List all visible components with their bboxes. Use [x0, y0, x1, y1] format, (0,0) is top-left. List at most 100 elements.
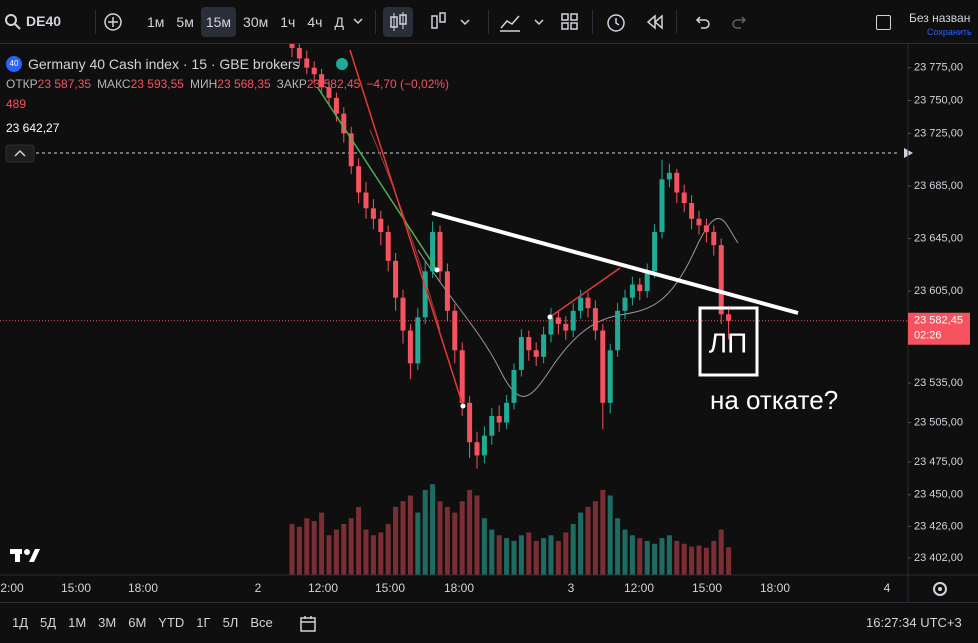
- volume-bar: [637, 538, 643, 575]
- indicators-icon[interactable]: [428, 10, 478, 34]
- volume-bar: [548, 535, 554, 575]
- layout-icon[interactable]: [560, 12, 580, 32]
- ohlc-row: ОТКР23 587,35 МАКС23 593,55 МИН23 568,35 ЗА…: [6, 74, 449, 94]
- volume-bar: [696, 545, 702, 575]
- alert-icon[interactable]: [605, 11, 627, 33]
- compare-icon[interactable]: [498, 10, 548, 34]
- legend-title[interactable]: Germany 40 Cash index · 15 · GBE brokers: [28, 56, 300, 72]
- layout-name[interactable]: Без назван: [909, 11, 971, 25]
- range-button[interactable]: YTD: [158, 615, 185, 630]
- range-button[interactable]: 1М: [68, 615, 87, 630]
- candle-body: [526, 337, 532, 351]
- candle-body: [385, 231, 391, 261]
- y-tick-label: 23 725,00: [914, 127, 963, 139]
- range-button[interactable]: Все: [250, 615, 273, 630]
- redo-icon[interactable]: [730, 13, 750, 31]
- y-tick-label: 23 775,00: [914, 62, 963, 74]
- volume-bar: [504, 538, 510, 575]
- volume-bar: [541, 538, 547, 575]
- x-tick-label: 3: [568, 581, 575, 595]
- volume-bar: [304, 518, 310, 575]
- drawing-point: [547, 314, 553, 320]
- range-button[interactable]: 5Д: [40, 615, 57, 630]
- clock: 16:27:34 UTC+3: [866, 615, 962, 630]
- y-tick-label: 23 535,00: [914, 377, 963, 389]
- candle-body: [726, 314, 732, 321]
- volume-bar: [474, 495, 480, 575]
- x-tick-label: 12:00: [624, 581, 654, 595]
- price-axis: 23 775,00 23 750,00 23 725,00 23 685,00 23 6…: [908, 62, 970, 564]
- trend-line[interactable]: [431, 211, 799, 315]
- y-tick-label: 23 750,00: [914, 94, 963, 106]
- countdown: 02:26: [914, 330, 942, 342]
- x-tick-label: 15:00: [61, 581, 91, 595]
- interval-button[interactable]: Д: [334, 14, 344, 30]
- save-button[interactable]: Сохранить: [927, 27, 972, 37]
- candle-body: [585, 297, 591, 309]
- volume-bar: [718, 529, 724, 575]
- interval-button[interactable]: 5м: [176, 14, 194, 30]
- volume-bar: [622, 529, 628, 575]
- x-tick-label: 2:00: [0, 581, 24, 595]
- y-tick-label: 23 505,00: [914, 416, 963, 428]
- range-list: 1Д 5Д 1М 3М 6М YTD 1Г 5Л Все: [12, 603, 273, 643]
- range-button[interactable]: 3М: [98, 615, 117, 630]
- layout-checkbox[interactable]: [876, 15, 891, 30]
- volume-bar: [296, 526, 302, 575]
- candle-body: [378, 218, 384, 232]
- candle-body: [674, 172, 680, 193]
- time-axis: 2:00 15:00 18:00 2 12:00 15:00 18:00 3 12:00 15:0…: [0, 581, 890, 595]
- candle-body: [437, 231, 443, 272]
- drawing-line: [349, 49, 464, 407]
- undo-icon[interactable]: [692, 13, 712, 31]
- candle-body: [533, 350, 539, 357]
- divider: [676, 10, 677, 34]
- interval-button[interactable]: 30м: [243, 14, 269, 30]
- add-symbol-icon[interactable]: [103, 12, 123, 32]
- x-tick-label: 15:00: [375, 581, 405, 595]
- volume-bar: [674, 540, 680, 575]
- volume-bar: [496, 535, 502, 575]
- range-button[interactable]: 1Г: [196, 615, 211, 630]
- candle-body: [370, 208, 376, 219]
- candle-body: [489, 415, 495, 436]
- candle-body: [296, 47, 302, 59]
- candle-body: [496, 415, 502, 423]
- settings-icon[interactable]: [933, 582, 947, 596]
- interval-button[interactable]: 1м: [147, 14, 165, 30]
- range-button[interactable]: 5Л: [222, 615, 239, 630]
- candle-body: [644, 271, 650, 292]
- candle-body: [415, 317, 421, 364]
- interval-button[interactable]: 1ч: [280, 14, 296, 30]
- range-button[interactable]: 1Д: [12, 615, 29, 630]
- date-range-icon[interactable]: [298, 614, 318, 634]
- candle-body: [578, 297, 584, 311]
- divider: [488, 10, 489, 34]
- volume-bar: [333, 529, 339, 575]
- annotation-box[interactable]: [698, 306, 759, 377]
- field-value: 23 582,45: [306, 77, 361, 91]
- field-value: 23 593,55: [130, 77, 184, 91]
- symbol[interactable]: DE40: [26, 13, 62, 29]
- candle-body: [681, 192, 687, 204]
- volume-bar: [407, 495, 413, 575]
- interval-button[interactable]: 4ч: [307, 14, 323, 30]
- interval-button[interactable]: 15м: [200, 7, 237, 37]
- candle-type-icon[interactable]: [383, 7, 413, 37]
- y-tick-label: 23 605,00: [914, 285, 963, 297]
- search-icon[interactable]: [4, 13, 22, 31]
- y-tick-label: 23 402,00: [914, 552, 963, 564]
- volume-bar: [592, 501, 598, 575]
- annotation-box-text: ЛП: [709, 327, 748, 358]
- collapse-icon: [14, 149, 26, 157]
- candle-body: [637, 284, 643, 292]
- volume-bar: [481, 518, 487, 575]
- replay-icon[interactable]: [645, 13, 665, 31]
- dropdown-icon[interactable]: [352, 17, 364, 27]
- volume-bar: [570, 523, 576, 575]
- market-status[interactable]: [335, 58, 348, 70]
- divider: [375, 10, 376, 34]
- range-button[interactable]: 6М: [128, 615, 147, 630]
- collapse-button[interactable]: [5, 144, 35, 163]
- legend: 40 Germany 40 Cash index · 15 · GBE brok…: [6, 54, 449, 138]
